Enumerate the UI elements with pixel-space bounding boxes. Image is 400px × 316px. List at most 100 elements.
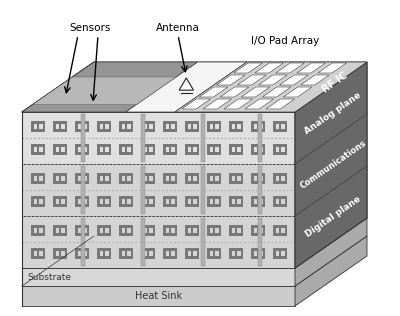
Bar xyxy=(185,197,199,199)
Bar xyxy=(75,129,89,131)
Bar xyxy=(86,199,89,204)
Polygon shape xyxy=(295,236,367,306)
Bar xyxy=(97,120,111,124)
Bar xyxy=(262,228,265,233)
Bar xyxy=(163,176,166,180)
Bar xyxy=(207,176,210,180)
Bar xyxy=(174,228,177,233)
Bar xyxy=(141,218,145,266)
Bar xyxy=(218,176,221,180)
Bar xyxy=(31,257,45,259)
Bar xyxy=(201,114,205,162)
Bar xyxy=(273,252,276,257)
Bar xyxy=(31,252,34,257)
Bar xyxy=(191,124,193,129)
Bar xyxy=(119,173,133,176)
Bar xyxy=(251,176,254,180)
Bar xyxy=(185,233,199,235)
Polygon shape xyxy=(199,87,228,97)
Bar xyxy=(31,120,45,124)
Bar xyxy=(59,176,61,180)
Bar xyxy=(207,228,210,233)
Bar xyxy=(75,197,89,199)
Bar xyxy=(174,148,177,152)
Bar xyxy=(31,204,45,208)
Polygon shape xyxy=(22,62,367,112)
Polygon shape xyxy=(22,216,295,268)
Bar xyxy=(229,124,232,129)
Polygon shape xyxy=(295,166,367,268)
Bar xyxy=(257,148,259,152)
Bar xyxy=(163,252,166,257)
Bar xyxy=(130,124,133,129)
Bar xyxy=(81,176,83,180)
Bar xyxy=(201,166,205,214)
Bar xyxy=(97,197,111,199)
Bar xyxy=(185,176,188,180)
Text: RF IC: RF IC xyxy=(320,70,349,94)
Bar xyxy=(53,252,56,257)
Bar xyxy=(207,120,221,124)
Bar xyxy=(185,120,199,124)
Bar xyxy=(273,148,276,152)
Bar xyxy=(53,228,56,233)
Bar xyxy=(284,148,287,152)
Polygon shape xyxy=(22,112,295,164)
Bar xyxy=(81,114,85,162)
Bar xyxy=(64,176,67,180)
Bar xyxy=(251,199,254,204)
Bar xyxy=(53,257,67,259)
Bar xyxy=(75,144,89,148)
Bar xyxy=(240,252,243,257)
Bar xyxy=(169,124,171,129)
Bar xyxy=(251,252,254,257)
Bar xyxy=(75,233,89,235)
Bar xyxy=(218,124,221,129)
Bar xyxy=(103,124,105,129)
Bar xyxy=(75,199,78,204)
Polygon shape xyxy=(283,87,312,97)
Bar xyxy=(185,124,188,129)
Bar xyxy=(53,144,67,148)
Bar xyxy=(251,173,265,176)
Bar xyxy=(59,252,61,257)
Bar xyxy=(97,204,111,208)
Bar xyxy=(141,144,155,148)
Bar xyxy=(207,152,221,155)
Bar xyxy=(229,144,243,148)
Bar xyxy=(251,204,265,208)
Bar xyxy=(130,228,133,233)
Bar xyxy=(273,120,287,124)
Bar xyxy=(31,199,34,204)
Bar xyxy=(86,228,89,233)
Bar xyxy=(229,148,232,152)
Bar xyxy=(235,252,237,257)
Bar xyxy=(229,248,243,252)
Bar xyxy=(42,228,45,233)
Bar xyxy=(207,197,221,199)
Bar xyxy=(251,225,265,228)
Bar xyxy=(53,204,67,208)
Bar xyxy=(59,228,61,233)
Bar xyxy=(273,225,287,228)
Bar xyxy=(108,176,111,180)
Bar xyxy=(229,176,232,180)
Bar xyxy=(174,199,177,204)
Bar xyxy=(86,148,89,152)
Bar xyxy=(31,180,45,184)
Bar xyxy=(64,199,67,204)
Bar xyxy=(147,252,149,257)
Bar xyxy=(174,252,177,257)
Bar xyxy=(163,124,166,129)
Bar xyxy=(86,124,89,129)
Bar xyxy=(152,252,155,257)
Bar xyxy=(42,199,45,204)
Bar xyxy=(207,180,221,184)
Bar xyxy=(284,176,287,180)
Bar xyxy=(163,152,177,155)
Bar xyxy=(185,228,188,233)
Bar xyxy=(59,148,61,152)
Bar xyxy=(141,152,155,155)
Bar xyxy=(31,124,34,129)
Bar xyxy=(251,120,265,124)
